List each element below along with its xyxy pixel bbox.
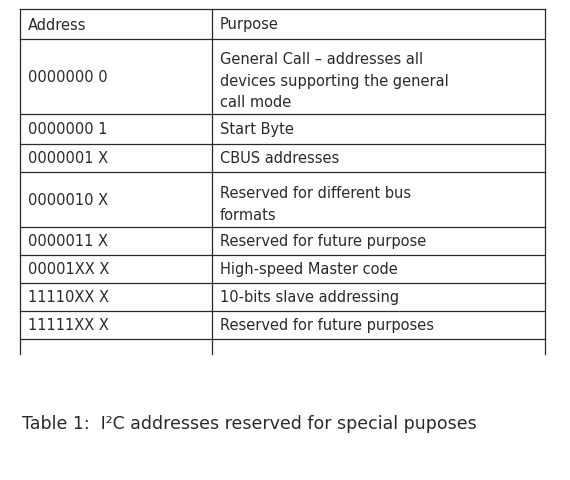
Text: Table 1:  I²C addresses reserved for special puposes: Table 1: I²C addresses reserved for spec… [22,414,477,432]
Text: General Call – addresses all: General Call – addresses all [219,52,423,67]
Text: Reserved for future purpose: Reserved for future purpose [219,234,426,249]
Text: 00001XX X: 00001XX X [28,262,109,277]
Text: 11111XX X: 11111XX X [28,318,109,333]
Text: 0000001 X: 0000001 X [28,151,108,166]
Text: formats: formats [219,207,276,222]
Text: 0000011 X: 0000011 X [28,234,108,249]
Text: 11110XX X: 11110XX X [28,290,109,305]
Text: call mode: call mode [219,95,291,110]
Text: High-speed Master code: High-speed Master code [219,262,397,277]
Text: CBUS addresses: CBUS addresses [219,151,339,166]
Text: Reserved for different bus: Reserved for different bus [219,185,411,200]
Text: Start Byte: Start Byte [219,122,294,137]
Text: 0000010 X: 0000010 X [28,192,108,207]
Text: Address: Address [28,17,87,33]
Text: Purpose: Purpose [219,17,279,33]
Text: 0000000 0: 0000000 0 [28,70,108,85]
Text: Reserved for future purposes: Reserved for future purposes [219,318,434,333]
Text: 10-bits slave addressing: 10-bits slave addressing [219,290,399,305]
Text: 0000000 1: 0000000 1 [28,122,108,137]
Text: devices supporting the general: devices supporting the general [219,74,449,89]
